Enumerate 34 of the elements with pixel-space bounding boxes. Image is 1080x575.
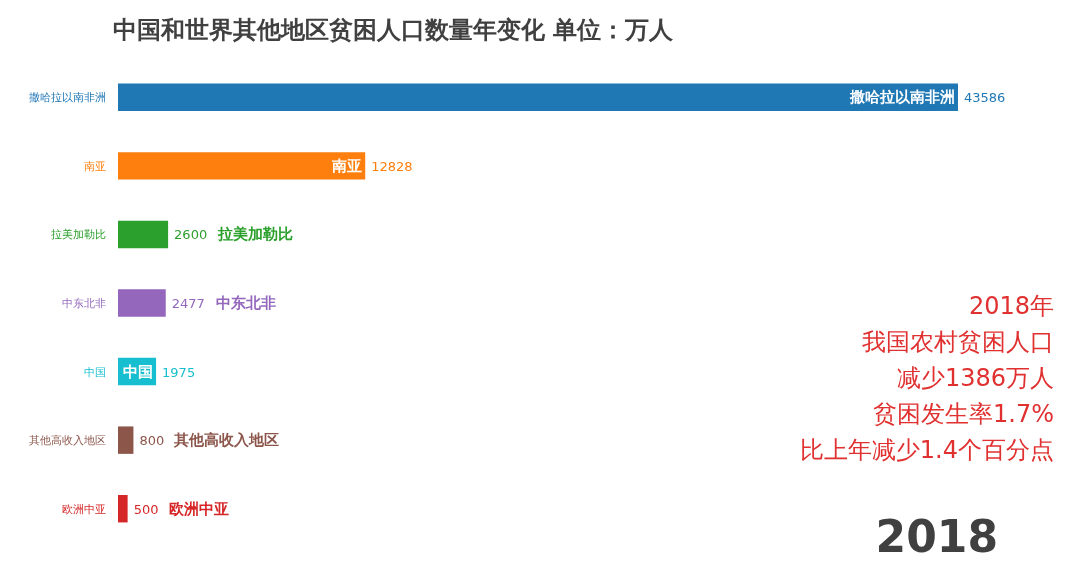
category-label: 撒哈拉以南非洲	[850, 88, 955, 107]
category-label: 中国	[123, 362, 154, 381]
y-tick-label: 其他高收入地区	[29, 434, 106, 448]
y-tick-label: 中东北非	[62, 297, 106, 310]
bar	[118, 289, 166, 317]
data-label: 500	[133, 501, 159, 517]
category-label: 中东北非	[215, 294, 276, 312]
bar	[118, 426, 134, 454]
y-tick-label: 撒哈拉以南非洲	[29, 91, 106, 105]
chart-title: 中国和世界其他地区贫困人口数量年变化 单位：万人	[112, 15, 675, 46]
text: 2018年	[967, 291, 1054, 322]
annotation: 我国农村贫困人口	[861, 327, 1054, 358]
category-label: 其他高收入地区	[174, 431, 280, 450]
annotation: 贫困发生率1.7%	[872, 399, 1054, 430]
data-label: 800	[139, 433, 165, 449]
bar	[118, 495, 128, 523]
bar	[118, 152, 366, 180]
annotation: 减少1386万人	[895, 363, 1054, 394]
category-label: 欧洲中亚	[168, 499, 229, 518]
category-label: 拉美加勒比	[218, 225, 294, 244]
data-label: 2600	[174, 227, 208, 243]
annotation: 比上年减少1.4个百分点	[799, 435, 1054, 466]
category-label: 南亚	[332, 156, 363, 175]
bar	[118, 220, 169, 249]
data-label: 2477	[171, 296, 205, 311]
data-label: 43586	[964, 90, 1006, 106]
data-label: 12828	[371, 158, 413, 174]
y-tick-label: 南亚	[84, 159, 106, 173]
y-tick-label: 中国	[84, 365, 106, 379]
annotation: 2018	[875, 511, 998, 562]
y-tick-label: 欧洲中亚	[62, 502, 106, 516]
y-tick-label: 拉美加勒比	[51, 228, 106, 242]
bar	[118, 83, 958, 111]
data-label: 1975	[162, 364, 196, 380]
